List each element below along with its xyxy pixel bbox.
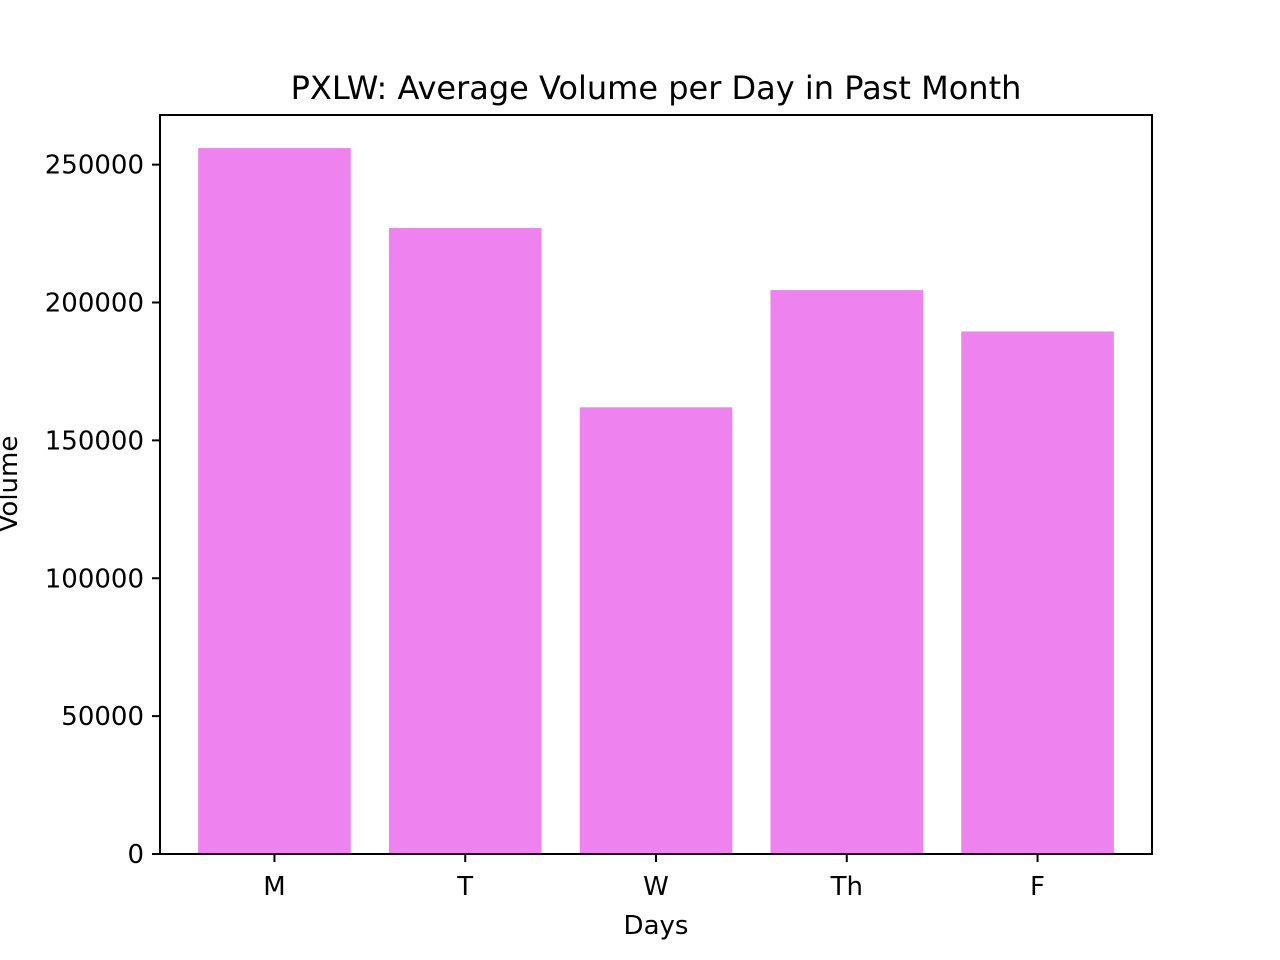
y-axis-ticks: 0 50000 100000 150000 200000 250000 xyxy=(45,151,160,870)
x-tick-label: F xyxy=(1030,872,1045,902)
bar-t xyxy=(388,228,542,854)
y-axis-label: Volume xyxy=(0,436,24,533)
bar-w xyxy=(579,407,733,854)
bars-group xyxy=(198,148,1114,855)
bar-f xyxy=(961,331,1114,855)
x-axis-label: Days xyxy=(624,911,689,941)
y-tick-label: 100000 xyxy=(45,564,144,594)
y-tick-label: 200000 xyxy=(45,289,144,319)
x-axis-ticks: M T W Th F xyxy=(263,854,1045,902)
y-tick-label: 250000 xyxy=(45,151,144,181)
y-tick-label: 0 xyxy=(127,840,144,870)
chart-title: PXLW: Average Volume per Day in Past Mon… xyxy=(291,69,1022,107)
bar-th xyxy=(770,290,924,855)
y-tick-label: 50000 xyxy=(61,702,144,732)
x-tick-label: T xyxy=(456,872,473,902)
bar-m xyxy=(198,148,351,855)
x-tick-label: Th xyxy=(830,872,863,902)
x-tick-label: M xyxy=(263,872,285,902)
y-tick-label: 150000 xyxy=(45,426,144,456)
x-tick-label: W xyxy=(643,872,669,902)
